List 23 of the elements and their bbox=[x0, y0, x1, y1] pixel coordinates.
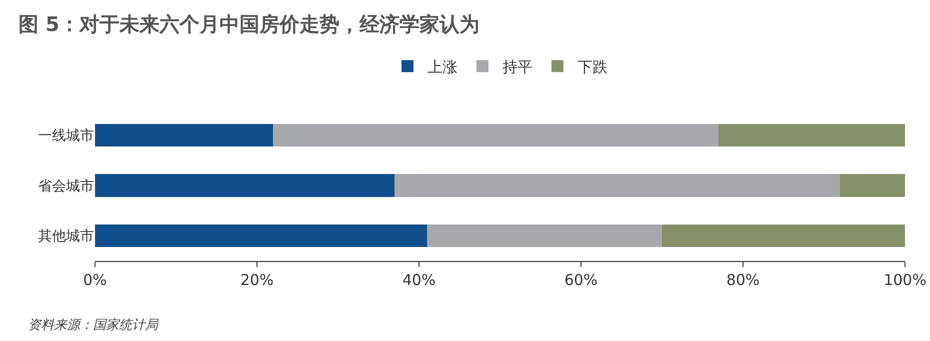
bar bbox=[95, 124, 274, 146]
x-tick-label: 60% bbox=[564, 271, 598, 289]
x-tick-label: 100% bbox=[884, 271, 926, 289]
bar bbox=[427, 224, 662, 248]
bar bbox=[718, 124, 905, 146]
bar bbox=[273, 124, 719, 146]
bar bbox=[95, 174, 395, 197]
y-tick-label: 一线城市 bbox=[38, 128, 94, 144]
y-tick-label: 其他城市 bbox=[38, 228, 94, 245]
y-tick-label: 省会城市 bbox=[38, 178, 94, 194]
text: 资料来源：国家统计局 bbox=[28, 317, 159, 333]
legend-label: 上涨 bbox=[428, 58, 458, 76]
x-tick-label: 0% bbox=[83, 271, 107, 289]
x-tick-label: 40% bbox=[402, 271, 436, 289]
legend-label: 持平 bbox=[502, 58, 532, 76]
bar bbox=[662, 224, 905, 248]
x-tick-label: 20% bbox=[240, 271, 274, 289]
bar bbox=[840, 174, 905, 197]
legend-label: 下跌 bbox=[578, 58, 608, 76]
bar bbox=[95, 224, 428, 248]
x-tick-label: 80% bbox=[726, 271, 760, 289]
chart-title: 图 5：对于未来六个月中国房价走势，经济学家认为 bbox=[18, 12, 480, 36]
bar bbox=[394, 174, 840, 197]
